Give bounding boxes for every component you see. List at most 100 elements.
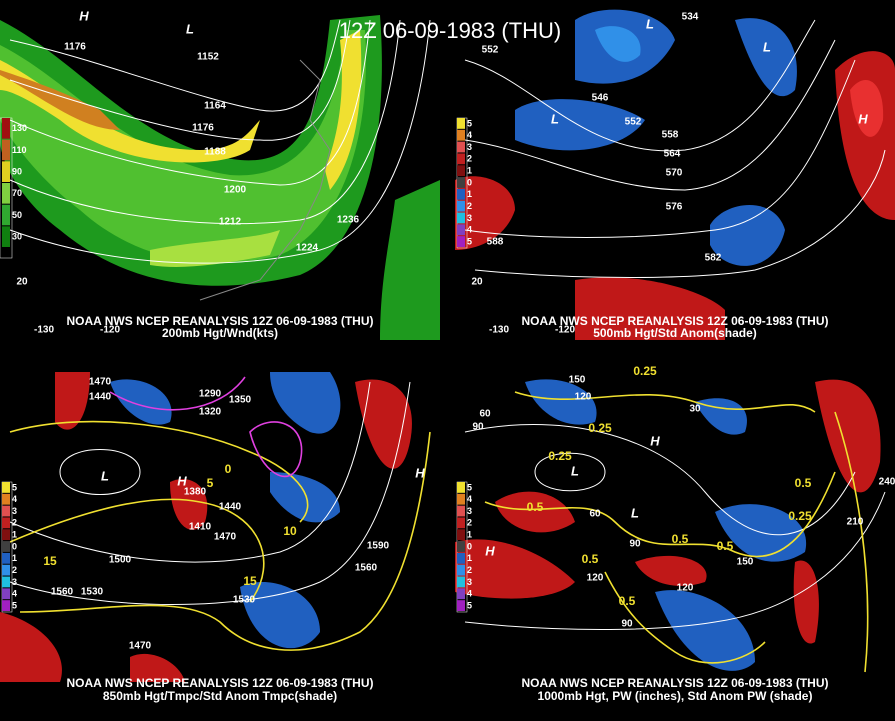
- contour-label: 240: [879, 477, 895, 488]
- contour-label: 1470: [129, 641, 152, 652]
- contour-label: 552: [482, 45, 499, 56]
- contour-label: 1350: [229, 395, 252, 406]
- contour-label: 1530: [81, 587, 104, 598]
- caption: NOAA NWS NCEP REANALYSIS 12Z 06-09-1983 …: [522, 676, 829, 690]
- contour-label: 0.5: [795, 476, 812, 490]
- pressure-center: L: [571, 463, 579, 478]
- legend-label: 2: [12, 565, 17, 575]
- contour-label: 552: [625, 117, 642, 128]
- legend-label: 0: [467, 541, 472, 551]
- legend-label: 2: [467, 154, 472, 164]
- subtitle: 200mb Hgt/Wnd(kts): [162, 326, 278, 340]
- contour-label: 0.5: [717, 539, 734, 553]
- legend-swatch: [2, 204, 10, 226]
- contour-label: 120: [587, 573, 604, 584]
- legend-label: 1: [467, 553, 472, 563]
- legend-swatch: [2, 482, 10, 493]
- legend-swatch: [2, 564, 10, 576]
- legend-swatch: [2, 541, 10, 552]
- pressure-center: H: [485, 543, 495, 558]
- legend-label: 1: [467, 530, 472, 540]
- legend-swatch: [2, 493, 10, 505]
- legend-swatch: [457, 576, 465, 588]
- legend-label: 5: [467, 236, 472, 246]
- contour-label: 546: [592, 93, 609, 104]
- legend-swatch: [457, 482, 465, 493]
- contour-label: 564: [664, 149, 681, 160]
- legend-label: 3: [467, 142, 472, 152]
- pressure-center: H: [415, 465, 425, 480]
- contour-label: -130: [489, 325, 509, 336]
- legend-swatch: [2, 161, 10, 182]
- legend-label: 3: [467, 213, 472, 223]
- legend-label: 1: [12, 530, 17, 540]
- contour-label: 150: [569, 375, 586, 386]
- contour-label: 0.25: [788, 509, 812, 523]
- panel-1000mb: [455, 379, 886, 673]
- contour-label: 1236: [337, 215, 360, 226]
- legend-swatch: [457, 541, 465, 552]
- contour-label: 1470: [89, 377, 112, 388]
- contour-label: 0.5: [619, 594, 636, 608]
- contour-label: 1188: [204, 147, 226, 158]
- legend-swatch: [2, 529, 10, 541]
- caption: NOAA NWS NCEP REANALYSIS 12Z 06-09-1983 …: [67, 314, 374, 328]
- legend-swatch: [457, 165, 465, 177]
- contour-label: 0.5: [672, 532, 689, 546]
- legend-label: 5: [467, 482, 472, 492]
- legend-swatch: [457, 552, 465, 564]
- legend-swatch: [457, 588, 465, 600]
- legend-label: 4: [467, 130, 472, 140]
- contour-label: 1290: [199, 389, 222, 400]
- legend-swatch: [457, 600, 465, 611]
- map-title: 12Z 06-09-1983 (THU): [339, 18, 562, 43]
- pressure-center: L: [186, 21, 194, 36]
- contour-label: 1590: [367, 541, 390, 552]
- contour-label: 1470: [214, 532, 237, 543]
- contour-label: -130: [34, 325, 54, 336]
- contour-label: 60: [589, 509, 601, 520]
- legend-swatch: [2, 600, 10, 611]
- legend-swatch: [457, 564, 465, 576]
- contour-label: 576: [666, 202, 683, 213]
- pressure-center: H: [650, 433, 660, 448]
- legend-swatch: [2, 505, 10, 517]
- contour-label: 1530: [233, 595, 256, 606]
- pressure-center: H: [79, 8, 89, 23]
- contour-label: 558: [662, 130, 679, 141]
- legend-swatch: [457, 212, 465, 224]
- legend-label: 5: [467, 118, 472, 128]
- legend-swatch: [2, 576, 10, 588]
- contour-label: 1152: [197, 52, 219, 63]
- legend-label: 4: [12, 589, 17, 599]
- pressure-center: H: [858, 111, 868, 126]
- pressure-center: H: [177, 473, 187, 488]
- contour-label: 1440: [219, 502, 242, 513]
- legend-swatch: [2, 183, 10, 204]
- legend-swatch: [457, 224, 465, 236]
- contour-label: 15: [243, 574, 257, 588]
- legend-label: 1: [12, 553, 17, 563]
- contour-label: 10: [283, 524, 297, 538]
- legend-swatch: [2, 118, 10, 139]
- legend-swatch: [457, 141, 465, 153]
- legend-label: 130: [12, 123, 27, 133]
- contour-label: 1560: [355, 563, 378, 574]
- caption: NOAA NWS NCEP REANALYSIS 12Z 06-09-1983 …: [522, 314, 829, 328]
- contour-label: 534: [682, 12, 699, 23]
- legend-label: 2: [467, 518, 472, 528]
- contour-label: 20: [471, 277, 483, 288]
- legend-swatch: [457, 129, 465, 141]
- contour-label: -120: [100, 325, 120, 336]
- legend-label: 4: [12, 494, 17, 504]
- legend-label: 3: [467, 577, 472, 587]
- contour-label: 1176: [192, 123, 214, 134]
- legend-label: 3: [12, 577, 17, 587]
- legend-swatch: [457, 529, 465, 541]
- contour-label: 0.5: [527, 500, 544, 514]
- contour-label: 150: [737, 557, 754, 568]
- contour-label: 1560: [51, 587, 74, 598]
- legend-swatch: [2, 226, 10, 247]
- legend-label: 110: [12, 145, 27, 155]
- legend-label: 2: [12, 518, 17, 528]
